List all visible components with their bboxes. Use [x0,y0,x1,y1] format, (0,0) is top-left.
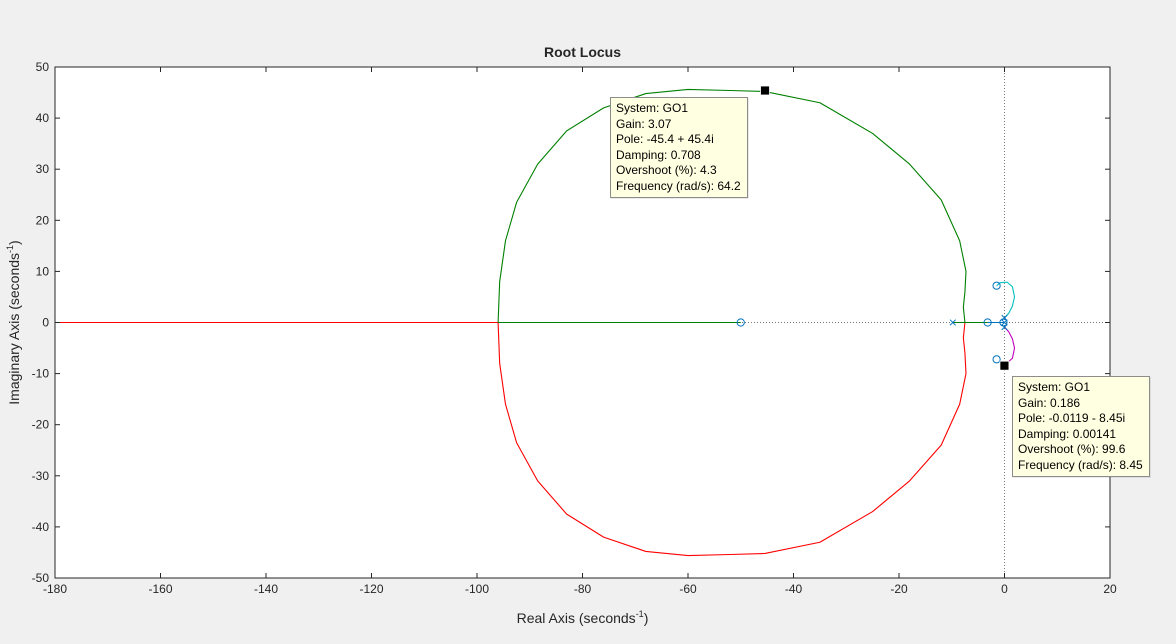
y-tick-label: 0 [42,316,49,330]
x-tick-label: -80 [574,582,592,596]
datatip-line: Gain: 3.07 [616,116,672,131]
datatip-line: Frequency (rad/s): 64.2 [616,178,741,193]
locus-branch-1 [55,321,967,557]
datatip-line: Overshoot (%): 99.6 [1018,442,1126,456]
y-tick-label: -10 [32,367,50,381]
y-tick-label: -20 [32,418,50,432]
zero-marker [992,281,1001,290]
y-tick-label: -50 [32,571,50,585]
x-tick-label: -180 [43,582,67,596]
y-tick-label: 10 [36,264,50,278]
datatip-marker [760,85,770,96]
datatip-line: Overshoot (%): 4.3 [616,163,717,177]
x-tick-label: -100 [465,582,489,596]
datatip-line: Pole: -0.0119 - 8.45i [1018,411,1126,425]
x-axis-label: Real Axis (seconds-1) [517,609,649,626]
zero-marker [992,355,1001,364]
datatip-line: Gain: 0.186 [1018,395,1081,410]
y-tick-label: -40 [32,520,50,534]
y-axis-label-exponent: -1 [5,245,15,253]
x-tick-label: 20 [1103,582,1117,596]
pole-marker [1001,319,1008,326]
locus-branch-6 [996,281,1016,319]
chart-title: Root Locus [544,44,621,60]
datatip-line: Damping: 0.00141 [1018,426,1117,441]
y-tick-label: 50 [36,60,50,74]
x-tick-label: -140 [254,582,278,596]
locus-branch-2 [497,88,967,323]
y-tick-label: 30 [36,162,50,176]
datatip-marker [999,360,1010,371]
y-tick-label: -30 [32,469,50,483]
y-tick-label: 20 [36,213,50,227]
zero-marker [983,318,992,327]
y-tick-label: 40 [36,111,50,125]
x-tick-label: -160 [148,582,172,596]
pole-marker [1001,314,1008,322]
y-axis-label: Imaginary Axis (seconds-1) [5,240,22,404]
x-tick-label: 0 [1001,582,1008,596]
x-axis-label-exponent: -1 [636,609,644,619]
x-tick-label: -40 [785,582,803,596]
pole-marker [1001,323,1008,331]
x-tick-label: -120 [359,582,383,596]
datatip-line: System: GO1 [616,101,689,115]
pole-marker [949,319,956,326]
datatip-line: Frequency (rad/s): 8.45 [1018,457,1143,472]
x-tick-label: -20 [890,582,908,596]
datatip-1[interactable]: System: GO1 Gain: 3.07 Pole: -45.4 + 45.… [610,97,748,198]
datatip-2[interactable]: System: GO1 Gain: 0.186 Pole: -0.0119 - … [1012,376,1150,477]
x-tick-label: -60 [679,582,697,596]
datatip-line: Damping: 0.708 [616,147,701,162]
datatip-line: System: GO1 [1018,380,1091,394]
datatip-line: Pole: -45.4 + 45.4i [616,132,714,146]
zero-marker [736,318,745,327]
